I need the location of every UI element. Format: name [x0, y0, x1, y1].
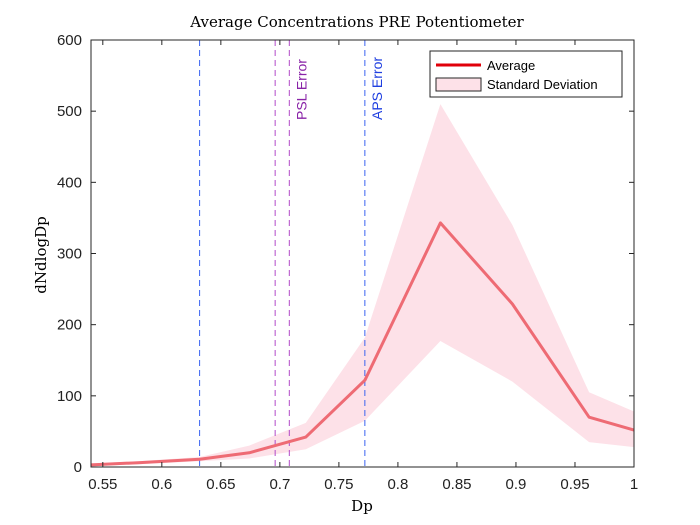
legend-std-swatch — [435, 77, 482, 92]
x-tick-label-7: 0.85 — [442, 476, 471, 493]
x-axis-label: Dp — [351, 497, 373, 515]
y-tick-label-3: 200 — [57, 317, 82, 334]
x-tick-label-5: 0.75 — [324, 476, 353, 493]
x-tick-label-1: 0.55 — [88, 476, 117, 493]
legend-std-label: Standard Deviation — [487, 77, 598, 92]
x-tick-label-10: 1 — [630, 476, 638, 493]
x-tick-label-4: 0.7 — [269, 476, 290, 493]
y-tick-label-6: 500 — [57, 103, 82, 120]
plot-area: PSL Error APS Error 0.55 0.6 0.65 0.7 0.75 0.8 0… — [57, 32, 638, 493]
vertical-line-label-3: PSL Error — [293, 59, 309, 120]
y-tick-label-7: 600 — [57, 32, 82, 49]
x-tick-label-9: 0.95 — [560, 476, 589, 493]
x-tick-label-6: 0.8 — [387, 476, 408, 493]
std-band — [91, 104, 634, 467]
y-axis-label: dNdlogDp — [32, 216, 50, 293]
average-line — [91, 221, 634, 467]
x-tick-label-8: 0.9 — [506, 476, 527, 493]
plot-inner — [91, 40, 634, 467]
y-tick-label-2: 100 — [57, 388, 82, 405]
x-tick-label-3: 0.65 — [206, 476, 235, 493]
y-tick-label-1: 0 — [74, 459, 82, 476]
vertical-line-label-4: APS Error — [369, 57, 385, 120]
chart-title: Average Concentrations PRE Potentiometer — [189, 13, 524, 31]
y-tick-label-5: 400 — [57, 174, 82, 191]
y-tick-label-4: 300 — [57, 246, 82, 263]
legend: Average Standard Deviation — [429, 50, 623, 98]
x-tick-label-2: 0.6 — [151, 476, 172, 493]
legend-average-label: Average — [487, 58, 535, 73]
